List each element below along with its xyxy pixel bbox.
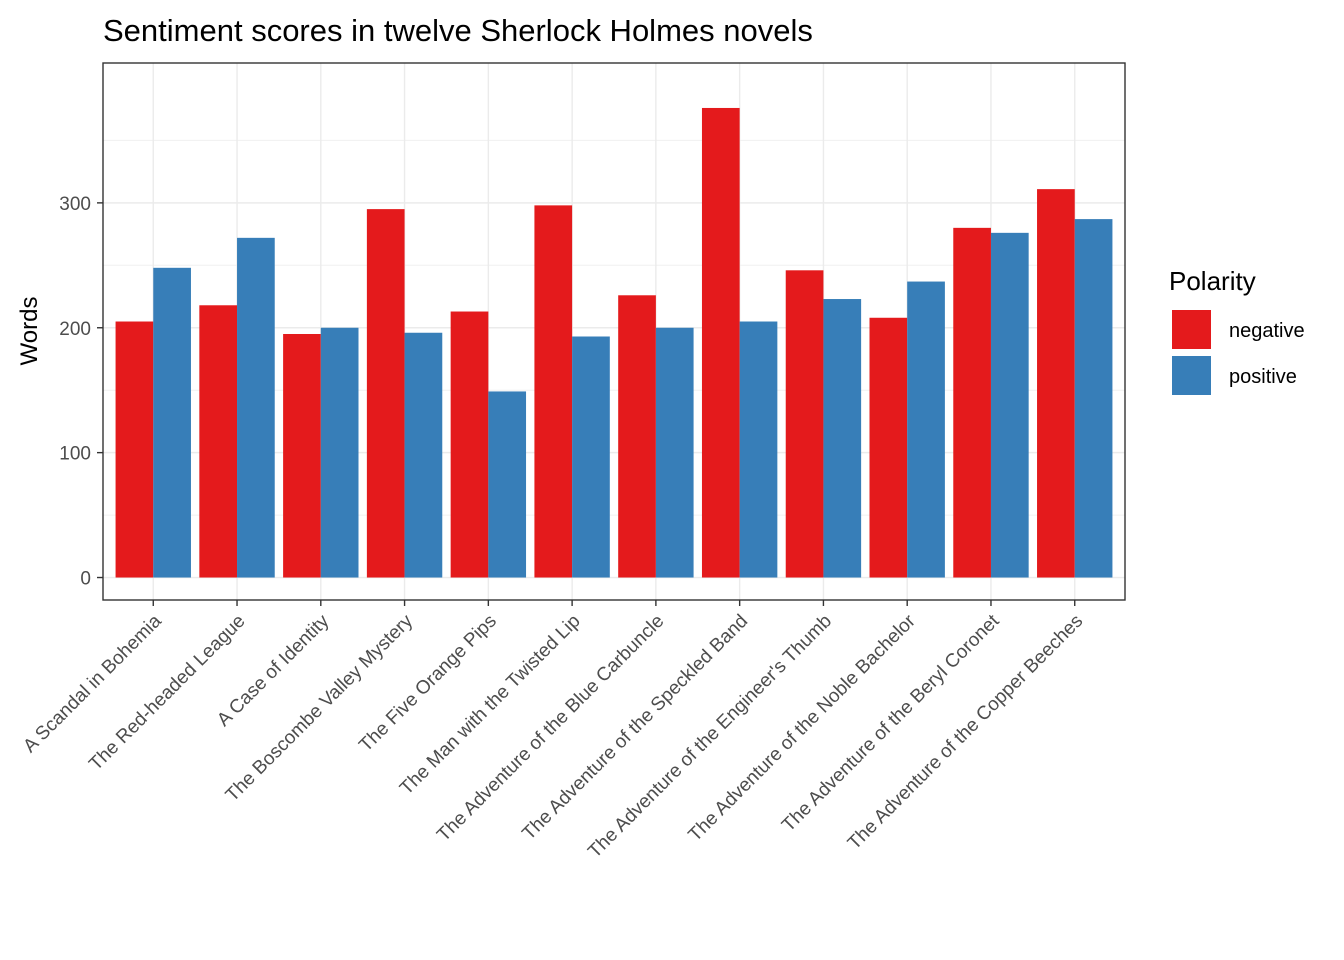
bar-positive [320, 327, 359, 578]
y-tick-label: 200 [59, 319, 91, 340]
bar-negative [618, 295, 656, 578]
plot-border [102, 62, 1126, 601]
bar-negative [869, 317, 908, 578]
bar-negative [534, 205, 573, 578]
bar-positive [572, 336, 610, 578]
legend-title: Polarity [1169, 266, 1256, 296]
x-tick-label: The Red-headed League [85, 611, 249, 775]
y-axis: 0 100 200 300 [59, 194, 103, 590]
chart-title: Sentiment scores in twelve Sherlock Holm… [103, 13, 813, 48]
bar-positive [823, 299, 862, 578]
legend-key-positive [1172, 356, 1211, 395]
bar-negative [953, 227, 991, 578]
bar-positive [655, 327, 694, 578]
y-axis-label: Words [16, 297, 43, 366]
bar-negative [785, 270, 824, 578]
x-tick-label: The Five Orange Pips [355, 611, 501, 757]
y-tick-label: 0 [80, 569, 91, 590]
bar-positive [488, 391, 527, 578]
x-tick-label: The Man with the Twisted Lip [396, 611, 585, 800]
bar-negative [199, 305, 238, 578]
bar-negative [115, 321, 154, 578]
bar-negative [366, 209, 405, 578]
legend: Polarity negative positive [1169, 266, 1305, 395]
bar-negative [450, 311, 489, 578]
bar-negative [1037, 189, 1075, 578]
legend-label-positive: positive [1229, 366, 1297, 388]
bar-positive [1074, 219, 1113, 578]
y-tick-label: 100 [59, 444, 91, 465]
bar-positive [739, 321, 778, 578]
bar-positive [907, 281, 945, 578]
bar-positive [404, 332, 443, 578]
y-tick-label: 300 [59, 194, 91, 215]
bars [115, 107, 1113, 578]
x-tick-label: A Scandal in Bohemia [19, 610, 166, 757]
bar-negative [701, 107, 740, 578]
legend-label-negative: negative [1229, 320, 1305, 342]
legend-key-negative [1172, 310, 1211, 349]
bar-negative [283, 333, 321, 578]
bar-positive [237, 237, 275, 578]
bar-positive [153, 267, 191, 578]
bar-positive [990, 232, 1029, 578]
